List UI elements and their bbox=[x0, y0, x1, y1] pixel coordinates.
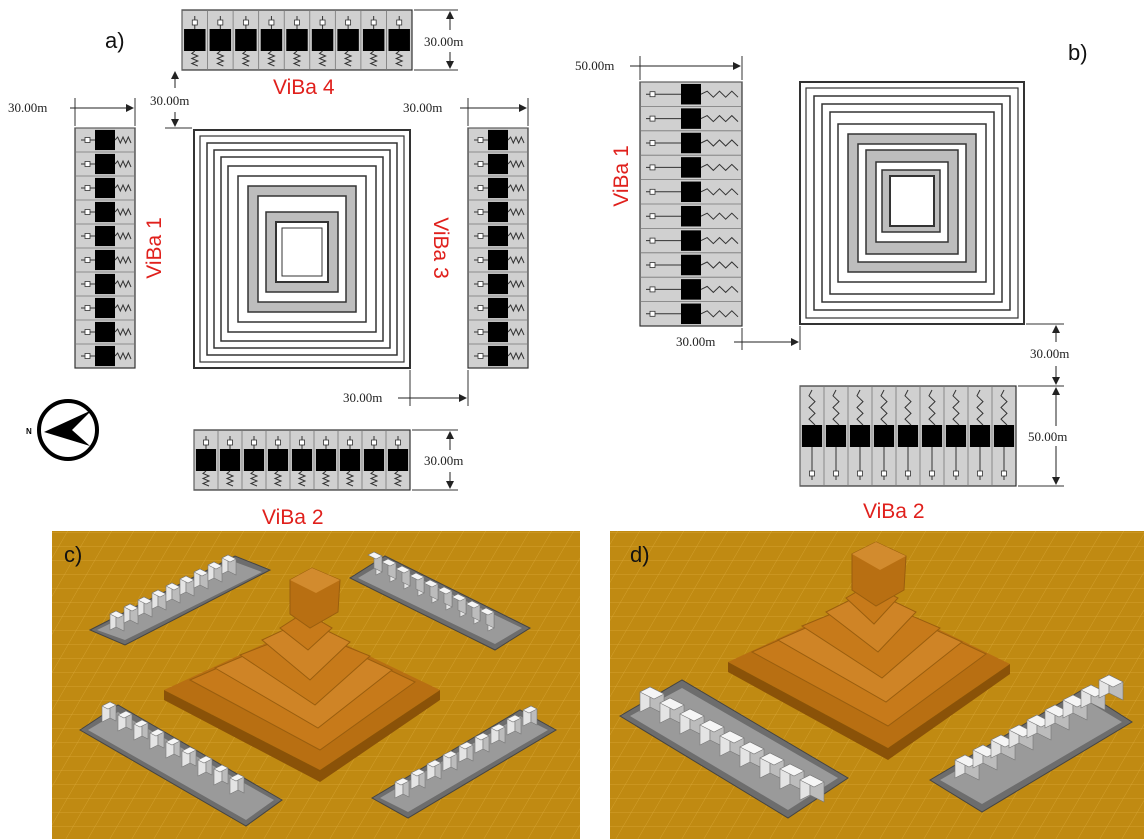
dim-gap-right-b-text: 30.00m bbox=[1030, 346, 1069, 361]
compass-north-label: N bbox=[26, 427, 32, 436]
viba2-barrier-a bbox=[193, 429, 411, 491]
dimension-gap-right-b: 30.00m bbox=[1018, 323, 1069, 387]
barrier-3d-c-bottom-right bbox=[370, 709, 558, 819]
dim-gap-top-text: 30.00m bbox=[150, 93, 189, 108]
dimension-viba1-width-b: 50.00m bbox=[575, 56, 743, 80]
dim-viba1-width-text: 30.00m bbox=[8, 100, 47, 115]
dim-viba2-width-b-text: 50.00m bbox=[1028, 429, 1067, 444]
mass-blocks-3d-c bbox=[101, 551, 538, 799]
viba1-barrier-a bbox=[74, 127, 136, 369]
viba2-barrier-b bbox=[799, 385, 1017, 487]
viba1-label-a: ViBa 1 bbox=[143, 217, 166, 279]
dim-viba4-width-text: 30.00m bbox=[424, 34, 463, 49]
panel-b: b) ViBa 1 ViBa 2 50.00m bbox=[575, 40, 1088, 523]
viba4-barrier bbox=[181, 9, 413, 71]
viba1-label-b: ViBa 1 bbox=[610, 145, 633, 207]
dim-gap-left-b-text: 30.00m bbox=[676, 334, 715, 349]
viba4-label: ViBa 4 bbox=[273, 76, 335, 99]
panel-c: c) bbox=[52, 531, 580, 839]
panel-c-label: c) bbox=[64, 542, 82, 567]
panel-d-label: d) bbox=[630, 542, 650, 567]
dim-viba2-width-a-text: 30.00m bbox=[424, 453, 463, 468]
dim-viba1-width-b-text: 50.00m bbox=[575, 58, 614, 73]
panel-a: a) ViBa 4 ViBa 2 Vi bbox=[8, 9, 529, 529]
viba3-label: ViBa 3 bbox=[429, 217, 452, 279]
dimension-viba3-width: 30.00m bbox=[403, 98, 529, 126]
dimension-gap-top: 30.00m bbox=[150, 71, 192, 129]
pyramid-3d-d bbox=[728, 541, 1010, 760]
pyramid-plan-b bbox=[799, 81, 1025, 325]
viba2-label-b: ViBa 2 bbox=[863, 500, 925, 523]
dimension-viba2-width-b: 50.00m bbox=[1018, 387, 1067, 487]
viba3-barrier bbox=[467, 127, 529, 369]
viba1-barrier-b bbox=[639, 81, 743, 327]
compass-icon: N bbox=[26, 399, 99, 461]
dimension-viba1-width: 30.00m bbox=[8, 98, 136, 126]
dim-gap-bottom-text: 30.00m bbox=[343, 390, 382, 405]
panel-a-label: a) bbox=[105, 28, 125, 53]
dimension-viba4-width: 30.00m bbox=[414, 9, 463, 71]
mass-blocks-3d-d bbox=[639, 674, 1124, 803]
dimension-gap-bottom: 30.00m bbox=[343, 370, 469, 406]
panel-b-label: b) bbox=[1068, 40, 1088, 65]
dim-viba3-width-text: 30.00m bbox=[403, 100, 442, 115]
dimension-gap-left-b: 30.00m bbox=[676, 326, 801, 350]
dimension-viba2-width-a: 30.00m bbox=[412, 429, 463, 491]
viba2-label-a: ViBa 2 bbox=[262, 506, 324, 529]
panel-d: d) bbox=[610, 531, 1144, 839]
pyramid-3d-c bbox=[164, 567, 440, 782]
pyramid-plan-a bbox=[193, 129, 411, 369]
